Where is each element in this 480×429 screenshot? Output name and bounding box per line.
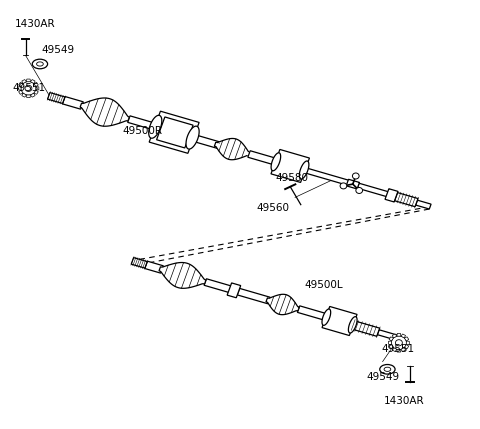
Text: 49500R: 49500R <box>123 126 163 136</box>
Polygon shape <box>30 79 35 84</box>
Polygon shape <box>128 116 156 130</box>
Polygon shape <box>22 93 26 97</box>
Polygon shape <box>271 153 281 171</box>
Polygon shape <box>377 330 400 341</box>
Polygon shape <box>204 279 234 293</box>
Polygon shape <box>322 306 357 335</box>
Ellipse shape <box>36 62 43 66</box>
Polygon shape <box>322 309 331 325</box>
Polygon shape <box>186 126 199 149</box>
Circle shape <box>21 82 36 95</box>
Text: 49549: 49549 <box>41 45 74 55</box>
Polygon shape <box>26 95 30 98</box>
Text: 49551: 49551 <box>381 344 414 354</box>
Polygon shape <box>34 82 38 87</box>
Polygon shape <box>389 337 394 341</box>
Ellipse shape <box>32 59 48 69</box>
Polygon shape <box>397 333 401 336</box>
Polygon shape <box>18 87 21 90</box>
Polygon shape <box>352 321 380 336</box>
Polygon shape <box>304 168 354 187</box>
Polygon shape <box>397 349 401 352</box>
Circle shape <box>396 340 402 346</box>
Circle shape <box>356 187 362 193</box>
Circle shape <box>391 336 407 350</box>
Text: 1430AR: 1430AR <box>384 396 424 405</box>
Polygon shape <box>149 115 162 138</box>
Polygon shape <box>48 93 65 103</box>
Polygon shape <box>395 193 418 207</box>
Polygon shape <box>34 90 38 94</box>
Polygon shape <box>401 334 406 338</box>
Polygon shape <box>131 258 147 268</box>
Polygon shape <box>271 149 310 182</box>
Polygon shape <box>227 283 240 298</box>
Text: 49500L: 49500L <box>305 280 343 290</box>
Ellipse shape <box>380 365 395 374</box>
Polygon shape <box>406 341 409 344</box>
Polygon shape <box>19 82 23 87</box>
Polygon shape <box>389 344 394 349</box>
Circle shape <box>340 183 347 189</box>
Circle shape <box>25 85 32 91</box>
Ellipse shape <box>384 367 391 372</box>
Polygon shape <box>62 97 84 109</box>
Polygon shape <box>298 306 327 320</box>
Polygon shape <box>26 79 30 82</box>
Polygon shape <box>149 111 199 153</box>
Text: 49560: 49560 <box>257 203 290 213</box>
Text: 49549: 49549 <box>367 372 400 382</box>
Polygon shape <box>358 183 390 197</box>
Polygon shape <box>348 317 357 333</box>
Circle shape <box>352 173 359 179</box>
Polygon shape <box>388 341 392 344</box>
Polygon shape <box>401 347 406 352</box>
Polygon shape <box>392 334 397 338</box>
Polygon shape <box>30 93 35 97</box>
Polygon shape <box>404 344 409 349</box>
Polygon shape <box>80 98 130 126</box>
Text: 49580: 49580 <box>276 173 309 183</box>
Polygon shape <box>36 87 39 90</box>
Polygon shape <box>300 161 309 179</box>
Polygon shape <box>404 337 409 341</box>
Polygon shape <box>416 200 431 209</box>
Polygon shape <box>159 263 206 288</box>
Text: 1430AR: 1430AR <box>15 19 56 29</box>
Text: 49551: 49551 <box>12 83 46 94</box>
Polygon shape <box>145 261 163 273</box>
Polygon shape <box>192 135 220 148</box>
Polygon shape <box>346 179 360 189</box>
Polygon shape <box>392 347 397 352</box>
Polygon shape <box>156 117 193 148</box>
Polygon shape <box>266 294 300 314</box>
Polygon shape <box>19 90 23 94</box>
Polygon shape <box>237 288 270 304</box>
Polygon shape <box>385 189 398 202</box>
Polygon shape <box>22 79 26 84</box>
Polygon shape <box>248 151 276 165</box>
